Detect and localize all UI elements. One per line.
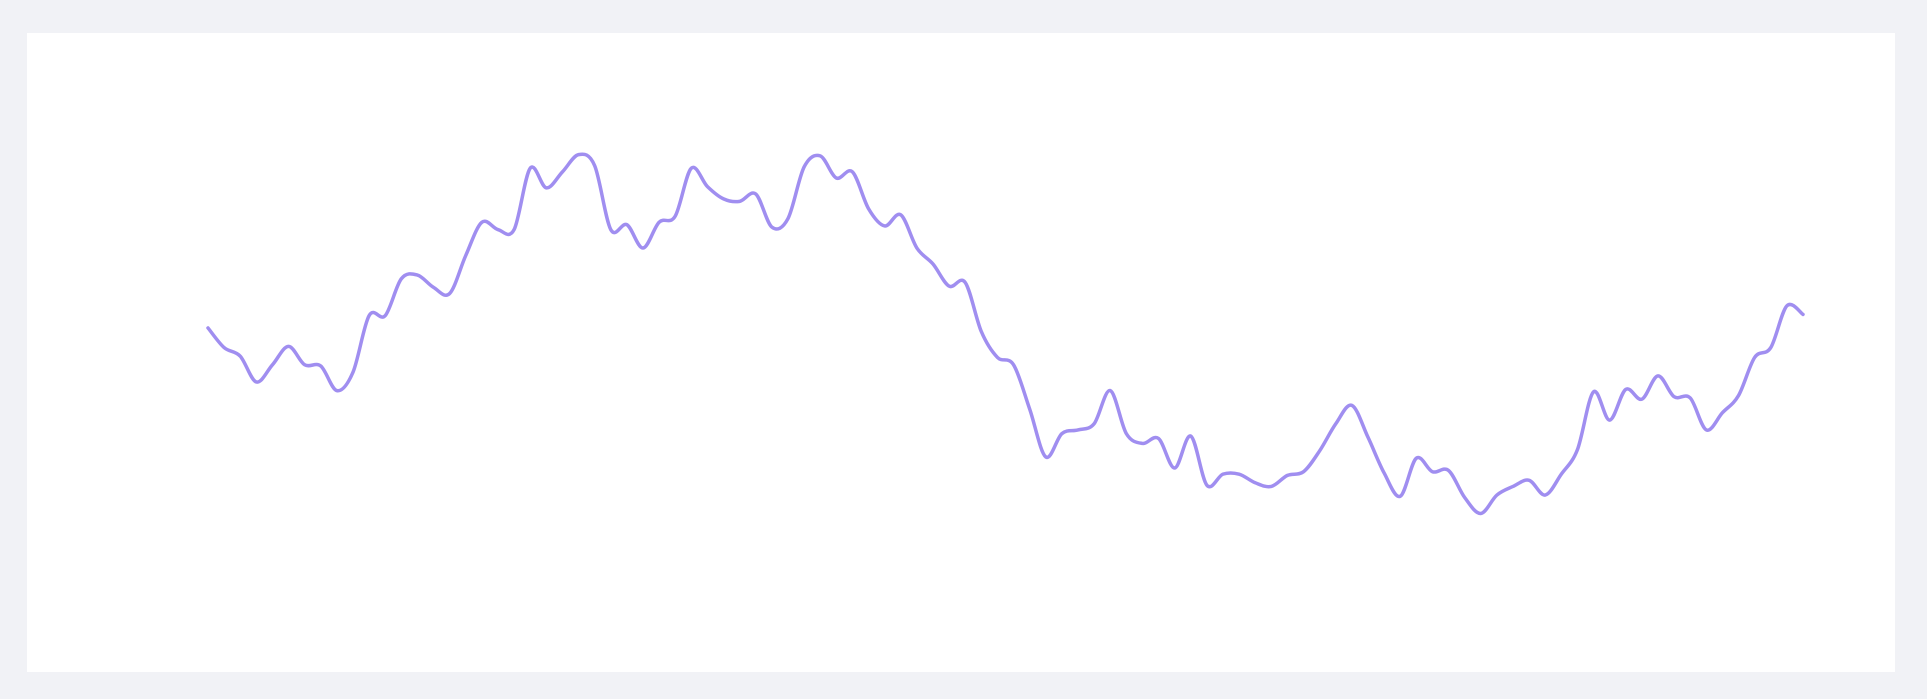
panel [27, 33, 1895, 672]
line [206, 152, 1805, 516]
